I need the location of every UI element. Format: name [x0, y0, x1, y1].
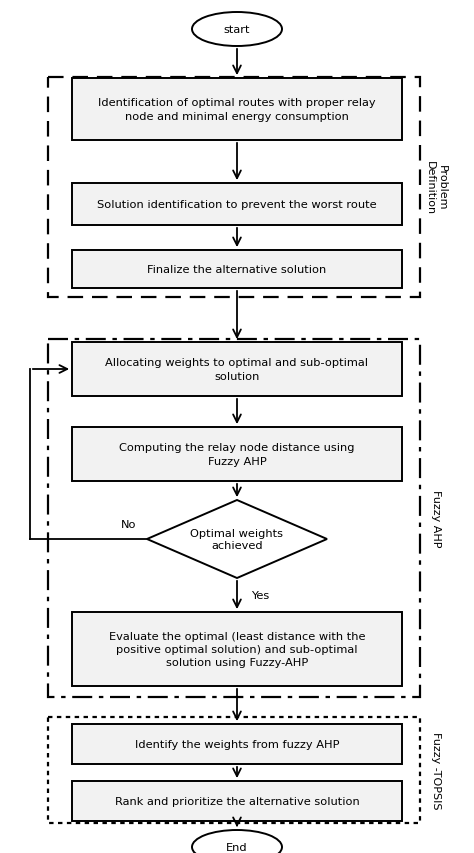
Bar — [48, 717, 420, 823]
Bar — [72, 781, 402, 821]
Ellipse shape — [192, 830, 282, 853]
Bar — [72, 612, 402, 686]
Text: No: No — [121, 519, 137, 530]
Text: start: start — [224, 25, 250, 35]
Text: Identification of optimal routes with proper relay
node and minimal energy consu: Identification of optimal routes with pr… — [98, 98, 376, 121]
Text: Allocating weights to optimal and sub-optimal
solution: Allocating weights to optimal and sub-op… — [106, 358, 368, 381]
Text: Fuzzy -TOPSIS: Fuzzy -TOPSIS — [431, 731, 441, 809]
Bar — [72, 183, 402, 226]
Bar — [72, 427, 402, 481]
Bar — [48, 78, 420, 298]
Bar — [48, 339, 420, 697]
Bar — [72, 79, 402, 141]
Ellipse shape — [192, 13, 282, 47]
Text: Optimal weights
achieved: Optimal weights achieved — [191, 529, 283, 550]
Bar — [72, 724, 402, 764]
Text: Solution identification to prevent the worst route: Solution identification to prevent the w… — [97, 200, 377, 210]
Text: Rank and prioritize the alternative solution: Rank and prioritize the alternative solu… — [115, 796, 359, 806]
Text: Computing the relay node distance using
Fuzzy AHP: Computing the relay node distance using … — [119, 443, 355, 466]
Bar — [72, 251, 402, 288]
Text: Identify the weights from fuzzy AHP: Identify the weights from fuzzy AHP — [135, 740, 339, 749]
Polygon shape — [147, 501, 327, 578]
Bar — [72, 343, 402, 397]
Text: Fuzzy AHP: Fuzzy AHP — [431, 490, 441, 547]
Text: Problem
Definition: Problem Definition — [425, 160, 447, 215]
Text: Finalize the alternative solution: Finalize the alternative solution — [147, 264, 327, 275]
Text: End: End — [226, 842, 248, 852]
Text: Evaluate the optimal (least distance with the
positive optimal solution) and sub: Evaluate the optimal (least distance wit… — [109, 631, 365, 667]
Text: Yes: Yes — [251, 590, 269, 601]
